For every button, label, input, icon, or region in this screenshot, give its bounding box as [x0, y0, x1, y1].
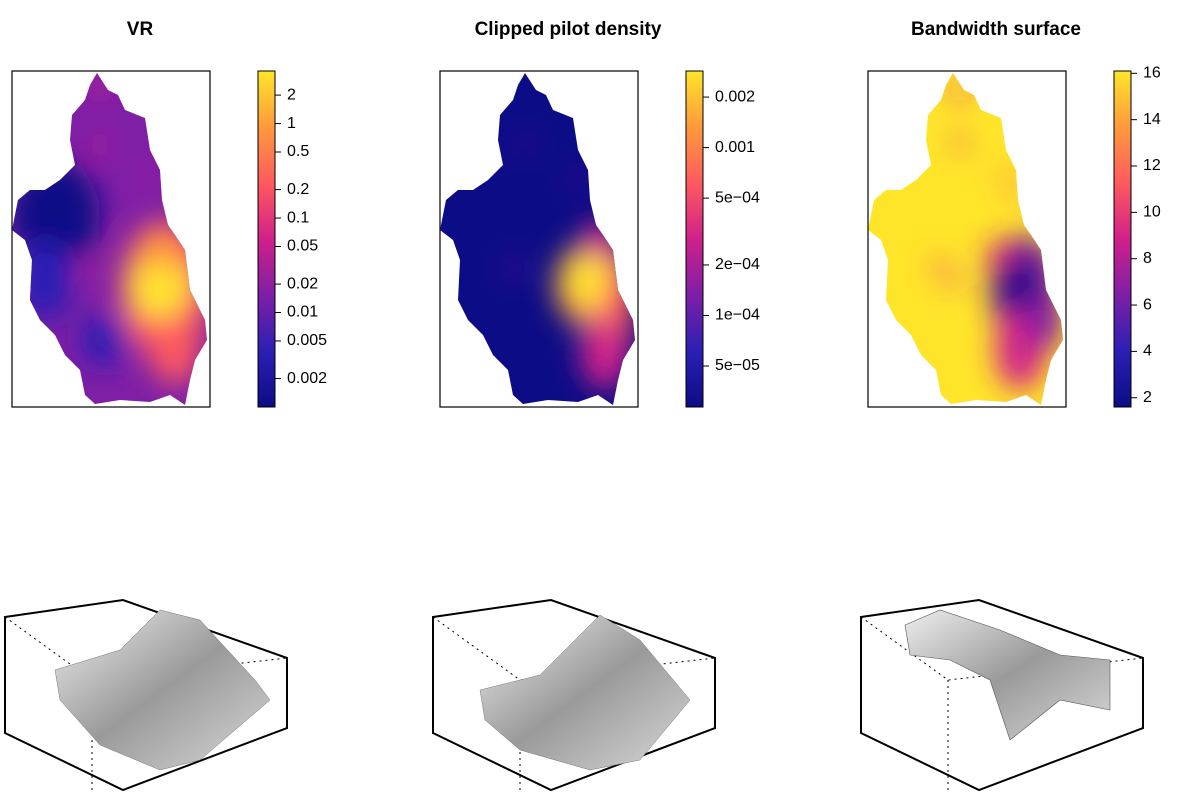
map-blob: [949, 274, 961, 286]
heat-map: [10, 71, 210, 407]
map-blob: [508, 261, 522, 275]
map-blob: [90, 75, 110, 95]
chart-title: Bandwidth surface: [911, 19, 1081, 40]
map-blob: [144, 169, 156, 181]
map-blob: [572, 172, 584, 184]
colorbar-tick-label: 4: [1143, 343, 1152, 360]
colorbar-tick-label: 2e−04: [715, 256, 760, 273]
map-blob: [140, 230, 180, 270]
map-blob: [92, 137, 108, 153]
perspective-box: [861, 600, 1143, 790]
colorbar-tick-label: 6: [1143, 296, 1152, 313]
colorbar: [686, 71, 703, 407]
colorbar-tick-label: 12: [1143, 157, 1161, 174]
colorbar-tick-label: 5e−04: [715, 189, 760, 206]
colorbar-tick-label: 0.01: [287, 304, 318, 321]
colorbar-tick-label: 5e−05: [715, 357, 760, 374]
perspective-box: [433, 600, 715, 790]
colorbar-tick-label: 0.5: [287, 143, 309, 160]
colorbar-tick-label: 14: [1143, 111, 1161, 128]
heat-map: [868, 71, 1066, 407]
colorbar-tick-label: 0.001: [715, 139, 755, 156]
map-blob: [986, 241, 1014, 269]
colorbar-tick-label: 0.2: [287, 181, 309, 198]
colorbar-tick-label: 8: [1143, 250, 1152, 267]
figure: VR 2 1 0.5 0.2 0.1 0.05 0.02 0.01 0.005 0.002 Clipp…: [0, 0, 1189, 794]
colorbar-tick-label: 2: [287, 86, 296, 103]
map-blob: [1012, 189, 1024, 201]
colorbar-tick-label: 10: [1143, 204, 1161, 221]
map-blob: [605, 260, 635, 340]
colorbar-tick-label: 2: [1143, 389, 1152, 406]
map-blob: [77, 262, 93, 278]
perspective-plots: [5, 600, 1143, 790]
colorbar-tick-label: 0.02: [287, 275, 318, 292]
map-blob: [80, 315, 130, 365]
colorbar-tick-label: 0.05: [287, 238, 318, 255]
colorbar-tick-label: 0.002: [287, 370, 327, 387]
map-blob: [15, 240, 75, 320]
map-blob: [932, 260, 948, 276]
map-blob: [1027, 290, 1063, 350]
colorbar-tick-label: 1e−04: [715, 307, 760, 324]
perspective-box: [5, 600, 287, 790]
colorbar: [1114, 71, 1131, 407]
chart-title: Clipped pilot density: [475, 19, 662, 40]
map-blob: [150, 315, 200, 385]
map-blob: [954, 137, 966, 149]
map-blob: [582, 220, 618, 260]
colorbar-tick-label: 0.002: [715, 88, 755, 105]
map-blob: [519, 139, 531, 151]
chart-title: VR: [127, 19, 154, 40]
colorbar-tick-label: 0.1: [287, 209, 309, 226]
map-blob: [999, 169, 1011, 181]
colorbar-tick-label: 16: [1143, 65, 1161, 82]
map-blob: [952, 82, 968, 98]
heat-map: [440, 71, 638, 407]
colorbar-tick-label: 0.005: [287, 332, 327, 349]
colorbar: [258, 71, 275, 407]
colorbar-tick-label: 1: [287, 115, 296, 132]
